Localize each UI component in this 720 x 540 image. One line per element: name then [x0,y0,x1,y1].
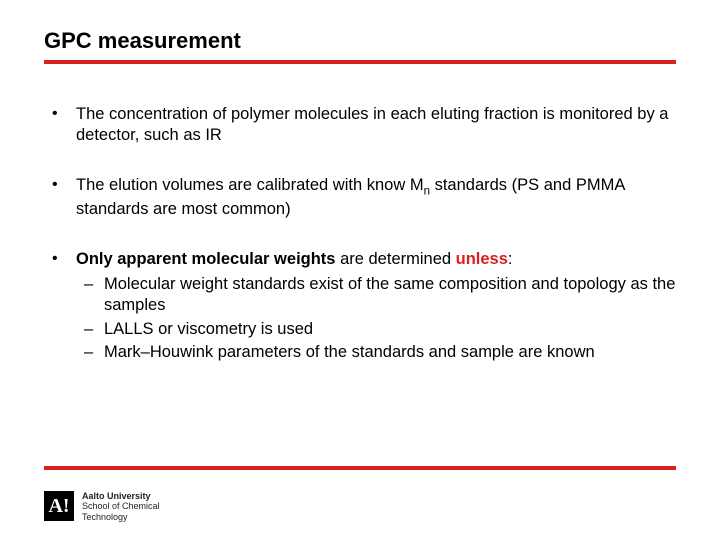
sub-bullet-item: LALLS or viscometry is used [76,319,676,340]
bullet-text-part: The elution volumes are calibrated with … [76,176,424,194]
bullet-list: The concentration of polymer molecules i… [44,104,676,364]
logo-text: Aalto University School of Chemical Tech… [82,491,160,522]
logo-line1: Aalto University [82,491,160,501]
sub-bullet-item: Mark–Houwink parameters of the standards… [76,342,676,363]
sub-bullet-list: Molecular weight standards exist of the … [76,274,676,364]
logo-mark-text: A! [48,495,69,518]
footer-rule [44,466,676,470]
bullet-item: The concentration of polymer molecules i… [44,104,676,147]
sub-bullet-text: Mark–Houwink parameters of the standards… [104,343,595,361]
bullet-item: The elution volumes are calibrated with … [44,175,676,221]
sub-bullet-item: Molecular weight standards exist of the … [76,274,676,317]
title-text: GPC measurement [44,28,241,53]
slide-body: The concentration of polymer molecules i… [44,104,676,364]
logo-line2: School of Chemical [82,501,160,511]
bullet-text: The concentration of polymer molecules i… [76,105,668,144]
footer-logo: A! Aalto University School of Chemical T… [44,491,160,522]
logo-line3: Technology [82,512,160,522]
bullet-text-part: : [508,250,513,268]
slide-title: GPC measurement [44,28,676,54]
sub-bullet-text: Molecular weight standards exist of the … [104,275,675,314]
bullet-bold-text: Only apparent molecular weights [76,250,335,268]
logo-mark-icon: A! [44,491,74,521]
bullet-item: Only apparent molecular weights are dete… [44,249,676,364]
slide: GPC measurement The concentration of pol… [0,0,720,540]
title-underline [44,60,676,64]
bullet-text-part: are determined [335,250,455,268]
sub-bullet-text: LALLS or viscometry is used [104,320,313,338]
bullet-accent-text: unless [456,250,508,268]
